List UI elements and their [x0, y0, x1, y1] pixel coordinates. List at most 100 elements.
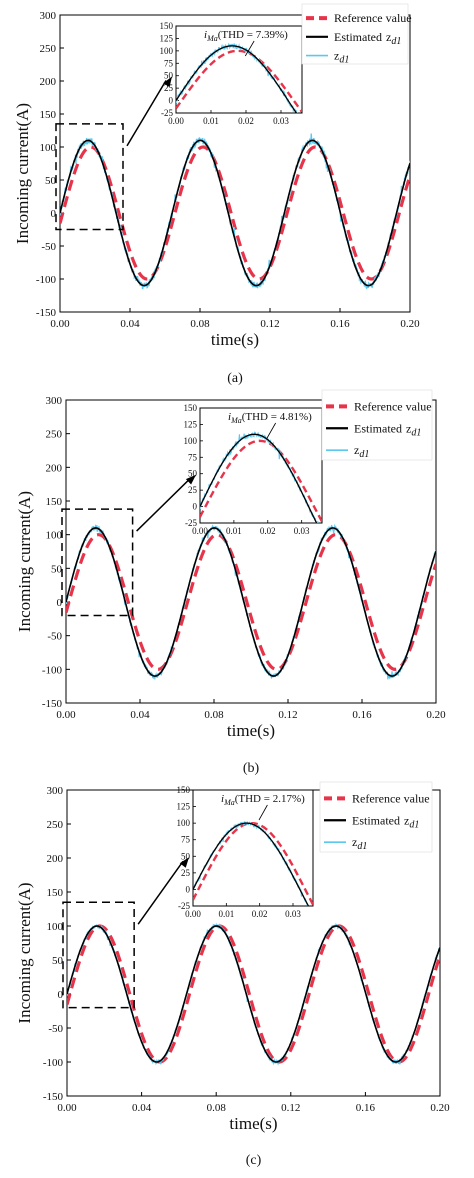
x-tick-label: 0.08 — [190, 318, 210, 330]
y-tick-label: 0 — [57, 597, 63, 609]
y-tick-label: 50 — [52, 955, 64, 967]
inset-annotation-symbol: i — [221, 793, 224, 805]
inset-y-tick-label: 25 — [164, 83, 174, 93]
panel-label: (c) — [246, 1153, 262, 1168]
inset-frame — [199, 407, 323, 524]
x-tick-label: 0.12 — [260, 318, 279, 330]
inset-x-tick-label: 0.00 — [168, 116, 184, 126]
inset-annotation: iMa(THD = 7.39%) — [204, 29, 288, 43]
y-tick-label: 200 — [40, 76, 57, 88]
x-tick-label: 0.04 — [130, 709, 150, 721]
legend-z-subscript: d1 — [411, 427, 421, 438]
inset-frame — [192, 789, 314, 907]
inset-y-tick-label: 100 — [160, 46, 174, 56]
y-tick-label: 150 — [46, 496, 63, 508]
y-tick-label: 200 — [46, 462, 63, 474]
inset-y-tick-label: 100 — [184, 436, 198, 446]
y-tick-label: -50 — [47, 631, 62, 643]
y-tick-label: 300 — [40, 10, 57, 22]
inset-annotation-value: (THD = 7.39%) — [218, 29, 288, 41]
inset-y-tick-label: 25 — [188, 485, 198, 495]
x-tick-label: 0.20 — [400, 318, 420, 330]
legend-text: Estimated — [354, 421, 402, 435]
legend: Reference value Estimated zd1 zd1 — [301, 3, 412, 66]
legend-label-2: Estimated zd1 — [334, 30, 401, 47]
legend-label-2: Estimated zd1 — [352, 813, 419, 830]
inset-y-tick-label: 125 — [177, 802, 191, 812]
inset-y-tick-label: 50 — [188, 469, 198, 479]
x-tick-label: 0.16 — [330, 318, 350, 330]
legend-label-3: zd1 — [334, 49, 349, 66]
series-line-2 — [67, 925, 440, 1063]
inset-y-tick-label: 125 — [160, 33, 174, 43]
x-tick-label: 0.04 — [132, 1102, 152, 1114]
inset-x-tick-label: 0.02 — [252, 909, 268, 919]
inset-series-group — [200, 430, 322, 523]
inset-y-tick-label: 25 — [181, 868, 191, 878]
legend-z: z — [352, 835, 357, 849]
inset-annotation-subscript: Ma — [230, 416, 242, 425]
x-tick-label: 0.12 — [278, 709, 297, 721]
series-line-2 — [60, 139, 410, 287]
inset-series-line-1 — [200, 439, 322, 523]
legend-text: Estimated — [352, 813, 400, 827]
y-tick-label: 100 — [46, 530, 63, 542]
x-tick-label: 0.08 — [207, 1102, 227, 1114]
inset-annotation-pointer — [258, 804, 268, 821]
inset-annotation-symbol: i — [204, 29, 207, 41]
inset-chart: -25 0 25 50 75 100 125 150 0.00 0.01 0.02 0.03 iMa(T… — [177, 785, 314, 919]
y-tick-label: -150 — [43, 1091, 64, 1103]
y-tick-label: -100 — [36, 274, 57, 286]
y-tick-label: -150 — [36, 307, 57, 319]
series-line-1 — [66, 533, 436, 671]
panel-label: (a) — [227, 371, 243, 386]
legend-label-3: zd1 — [354, 443, 369, 460]
y-tick-label: 300 — [47, 785, 64, 797]
inset-series-line-2 — [200, 433, 318, 523]
inset-y-tick-label: -25 — [185, 518, 197, 528]
series-group — [60, 133, 410, 290]
inset-y-tick-label: 50 — [164, 71, 174, 81]
zoom-arrow-head — [179, 857, 189, 868]
inset-series-group — [193, 820, 313, 906]
series-group — [66, 523, 436, 681]
legend-z: z — [334, 49, 339, 63]
x-tick-label: 0.04 — [120, 318, 140, 330]
zoom-arrow-line — [137, 860, 184, 925]
inset-series-group — [176, 42, 302, 113]
zoom-arrow-line — [126, 80, 167, 147]
legend-label-1: Reference value — [334, 11, 412, 25]
y-tick-label: 200 — [47, 853, 64, 865]
inset-y-tick-label: 100 — [177, 818, 191, 828]
legend-label-1: Reference value — [354, 399, 432, 413]
zoom-arrow-head — [185, 474, 196, 485]
legend-z-subscript: d1 — [357, 841, 367, 852]
legend-label-3: zd1 — [352, 835, 367, 852]
y-tick-label: -50 — [41, 241, 56, 253]
x-tick-label: 0.00 — [50, 318, 70, 330]
zoom-region-box — [62, 901, 135, 1009]
inset-x-tick-label: 0.02 — [260, 526, 276, 536]
legend-z-subscript: d1 — [359, 449, 369, 460]
inset-y-tick-label: -25 — [178, 901, 190, 911]
inset-chart: -25 0 25 50 75 100 125 150 0.00 0.01 0.02 0.03 iMa(T… — [160, 21, 303, 126]
legend-box — [321, 389, 433, 461]
zoom-arrow-line — [136, 478, 191, 532]
inset-x-tick-label: 0.01 — [203, 116, 219, 126]
inset-y-tick-label: 75 — [164, 58, 174, 68]
legend-box — [301, 3, 409, 65]
x-tick-label: 0.12 — [281, 1102, 300, 1114]
zoom-arrow-head — [163, 76, 172, 88]
legend-z: z — [406, 421, 411, 435]
legend-text: Reference value — [354, 399, 432, 413]
inset-series-line-1 — [176, 49, 302, 113]
inset-series-line-2 — [176, 45, 298, 113]
x-tick-label: 0.16 — [352, 709, 372, 721]
inset-y-tick-label: 75 — [188, 452, 198, 462]
inset-y-tick-label: 75 — [181, 835, 191, 845]
